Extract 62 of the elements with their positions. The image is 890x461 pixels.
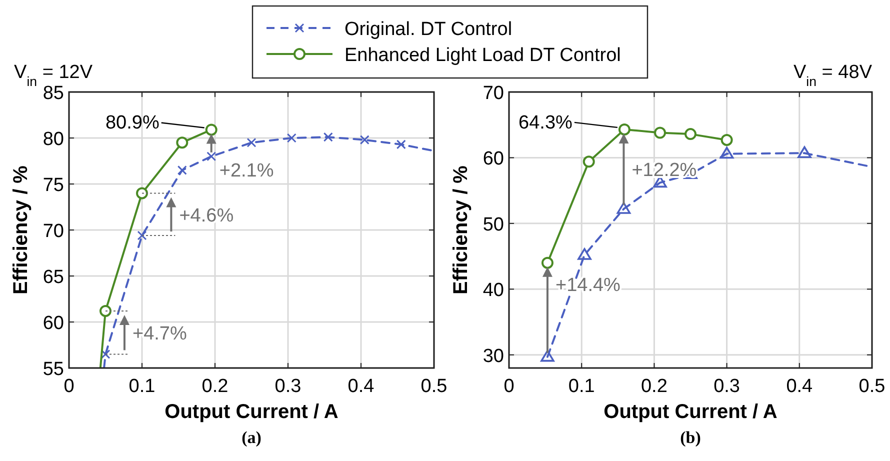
point xyxy=(654,126,666,139)
annotation: 80.9% xyxy=(105,112,160,134)
point xyxy=(540,350,554,362)
y-axis-title: Efficiency / % xyxy=(450,165,472,294)
legend-label: Original. DT Control xyxy=(344,19,512,40)
point xyxy=(618,123,630,136)
y-tick-label: 70 xyxy=(482,83,504,104)
x-tick-label: 0 xyxy=(64,376,74,397)
annotation: +4.6% xyxy=(179,205,234,226)
x-tick-label: 0.3 xyxy=(714,376,740,397)
point xyxy=(360,135,370,145)
x-axis-title: Output Current / A xyxy=(164,401,338,423)
y-tick-label: 50 xyxy=(482,214,504,236)
text: (b) xyxy=(680,428,701,447)
point xyxy=(206,152,216,162)
annotation: +4.7% xyxy=(132,324,187,345)
annotation: +2.1% xyxy=(219,160,274,182)
x-tick-label: 0.4 xyxy=(786,376,814,397)
point xyxy=(798,146,812,158)
y-tick-label: 75 xyxy=(42,175,64,196)
text: (a) xyxy=(242,428,262,447)
x-tick-label: 0.3 xyxy=(274,376,302,397)
point xyxy=(684,128,696,140)
point xyxy=(100,304,112,317)
y-tick-label: 60 xyxy=(42,313,64,334)
x-tick-label: 0.4 xyxy=(348,376,375,397)
point xyxy=(136,187,148,200)
point xyxy=(582,156,595,168)
point xyxy=(286,133,296,143)
annotation: 64.3% xyxy=(518,112,573,134)
point xyxy=(578,248,592,260)
x-tick-label: 0.2 xyxy=(202,376,228,397)
point xyxy=(100,349,110,359)
y-tick-label: 80 xyxy=(42,129,64,150)
point xyxy=(177,165,187,175)
point xyxy=(323,132,333,142)
point xyxy=(205,124,218,136)
point xyxy=(246,138,256,148)
point xyxy=(541,256,554,269)
y-axis-title: Efficiency / % xyxy=(10,165,32,294)
point xyxy=(396,140,406,150)
point xyxy=(720,134,733,146)
x-tick-label: 0.5 xyxy=(858,376,886,397)
y-tick-label: 70 xyxy=(42,221,64,242)
point xyxy=(616,202,631,214)
annotation: +14.4% xyxy=(555,274,621,296)
y-tick-label: 55 xyxy=(42,359,64,380)
point xyxy=(720,146,734,159)
point xyxy=(176,136,188,149)
point xyxy=(137,230,147,240)
chart-title: V$_{in}$ = 48V xyxy=(793,62,872,88)
x-tick-label: 0.5 xyxy=(420,376,448,397)
x-tick-label: 0 xyxy=(504,376,514,397)
y-tick-label: 30 xyxy=(482,346,504,367)
x-tick-label: 0.1 xyxy=(128,376,156,397)
y-tick-label: 60 xyxy=(482,148,504,170)
x-tick-label: 0.2 xyxy=(640,376,668,397)
y-tick-label: 40 xyxy=(482,280,504,302)
x-axis-title: Output Current / A xyxy=(604,401,778,423)
x-tick-label: 0.1 xyxy=(568,376,595,397)
legend-label: Enhanced Light Load DT Control xyxy=(344,45,621,66)
y-tick-label: 65 xyxy=(42,267,64,288)
